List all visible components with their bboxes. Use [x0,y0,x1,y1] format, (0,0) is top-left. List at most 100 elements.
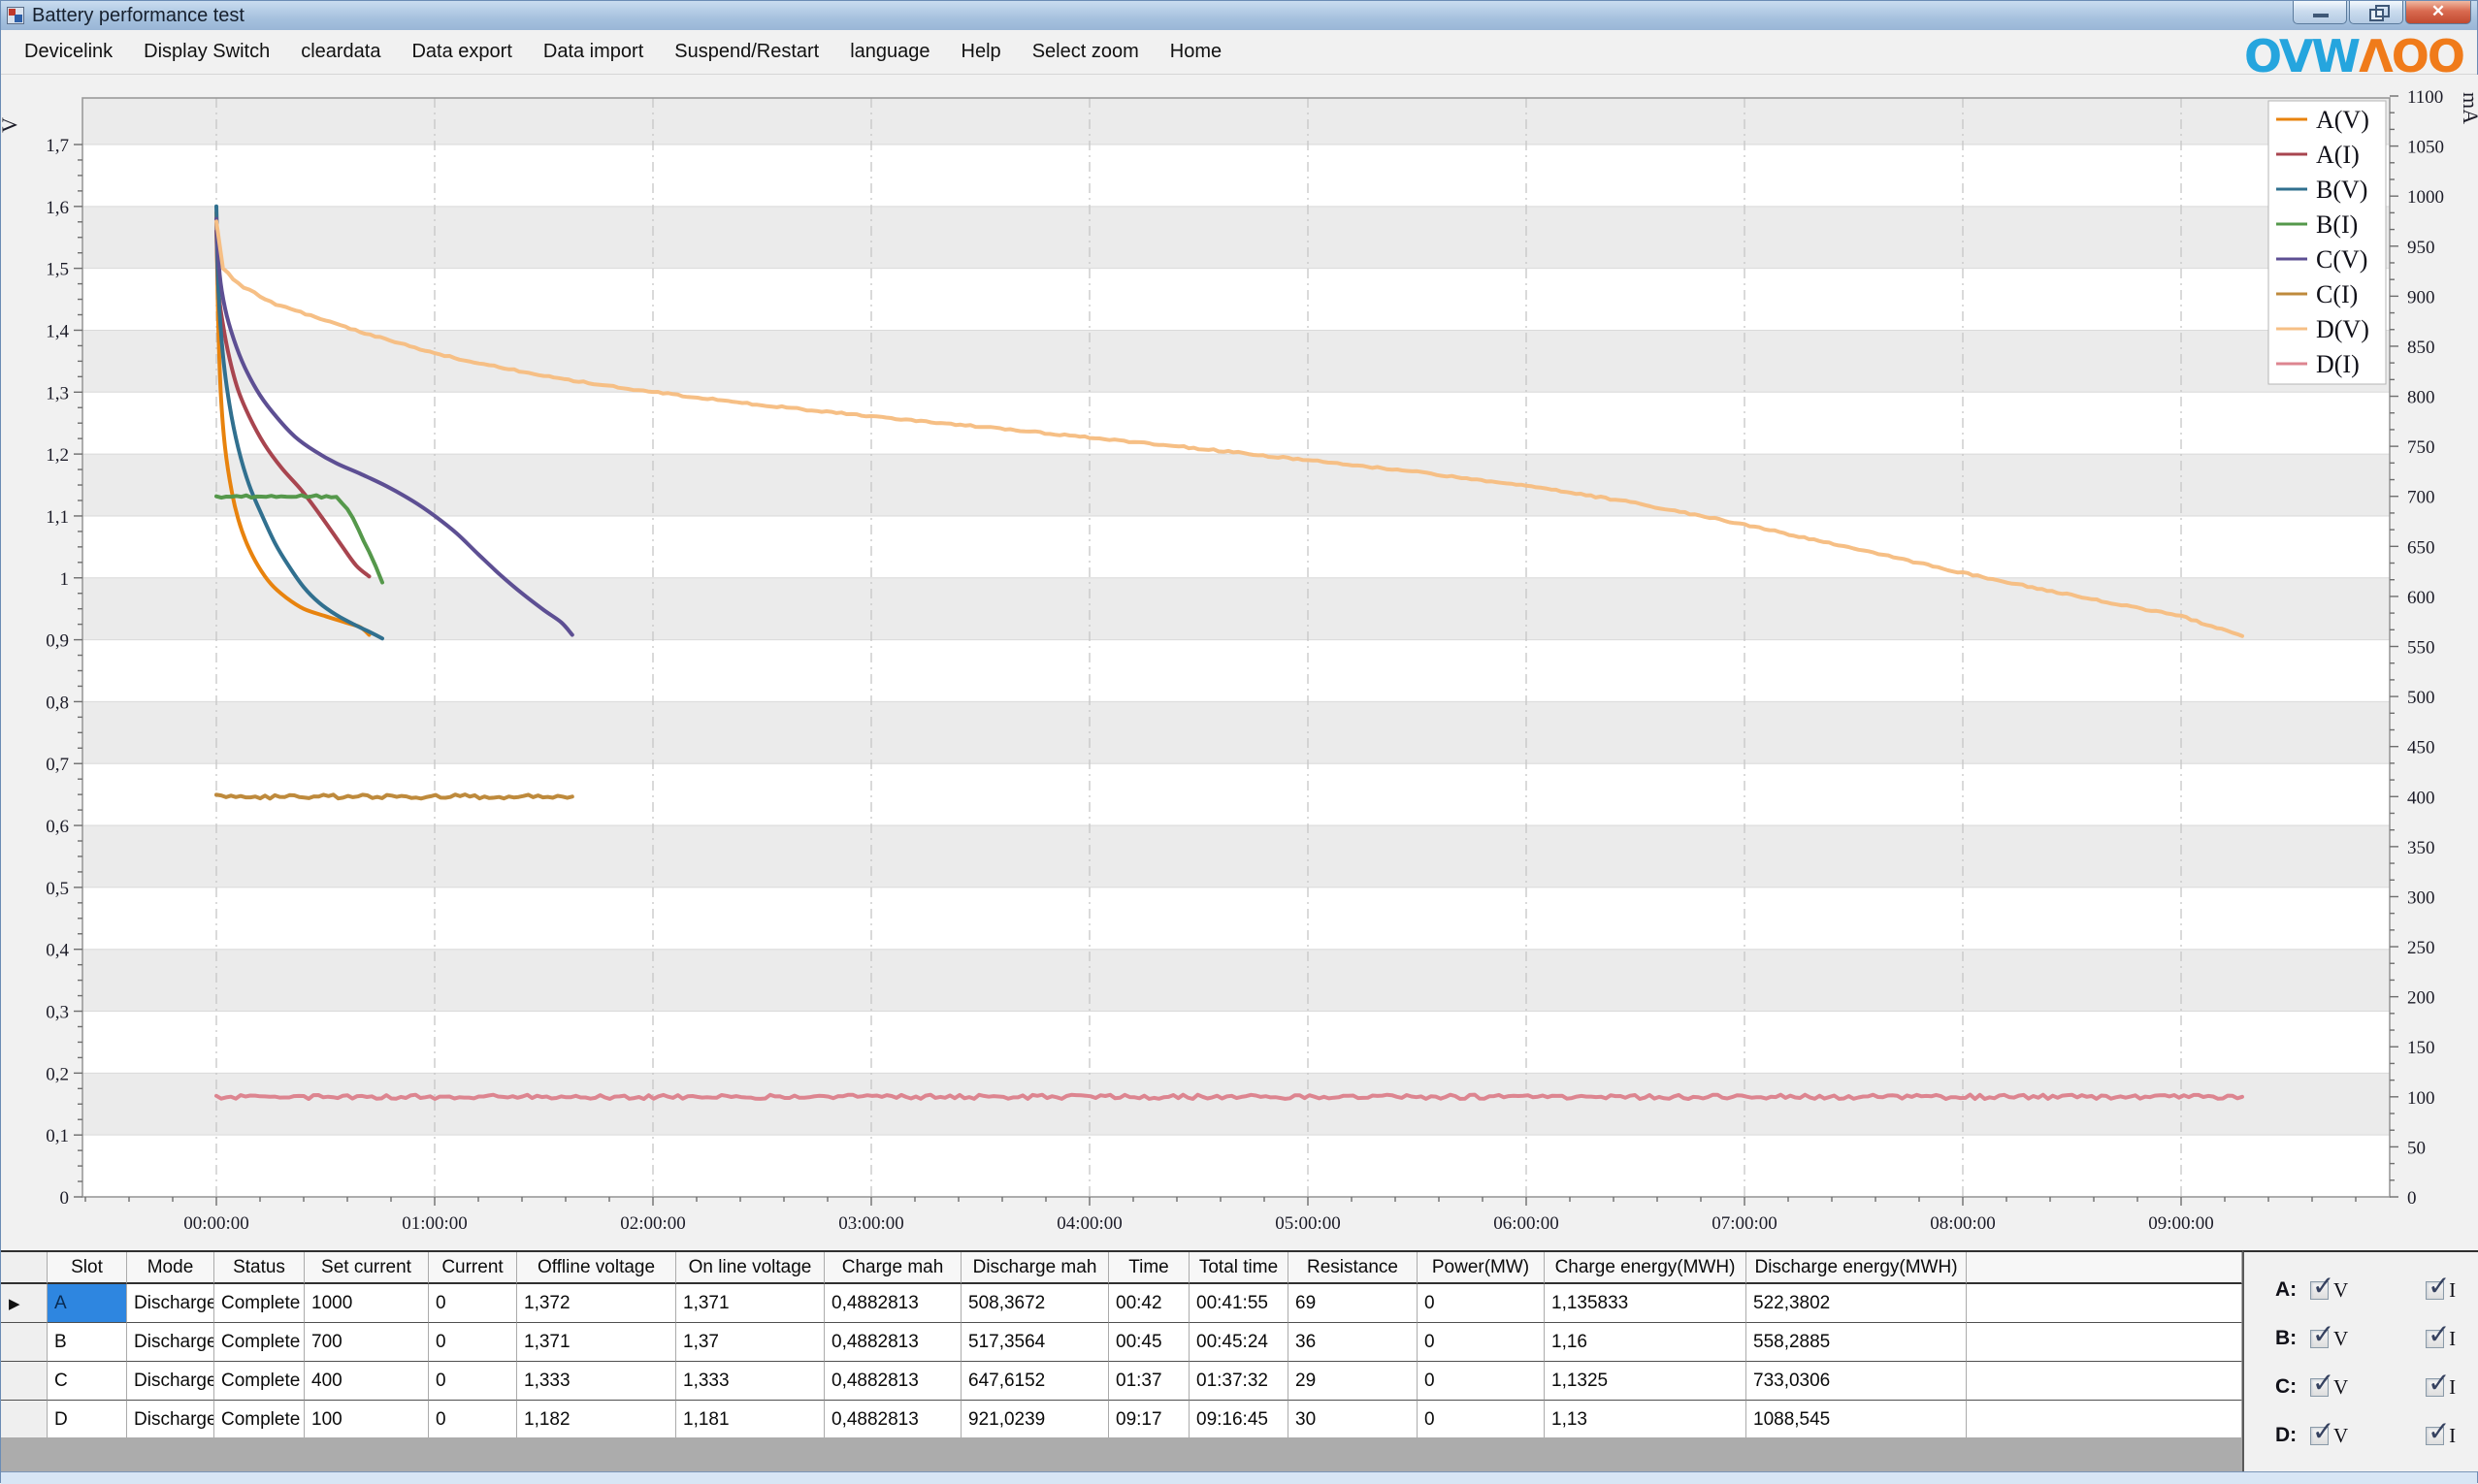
channel-d-v-checkbox[interactable]: ✓ [2310,1415,2334,1447]
cell-b-discharge-energy-mwh[interactable]: 558,2885 [1746,1323,1967,1362]
channel-b-i-checkbox[interactable]: ✓ [2426,1318,2451,1350]
cell-a-on-line-voltage[interactable]: 1,371 [676,1284,825,1323]
menu-item-data-export[interactable]: Data export [411,41,512,62]
cell-b-resistance[interactable]: 36 [1288,1323,1418,1362]
cell-a-discharge-energy-mwh[interactable]: 522,3802 [1746,1284,1967,1323]
cell-c-discharge-mah[interactable]: 647,6152 [962,1362,1109,1401]
cell-c-time[interactable]: 01:37 [1109,1362,1190,1401]
cell-a-charge-mah[interactable]: 0,4882813 [825,1284,962,1323]
cell-d-power-mw[interactable]: 0 [1418,1401,1545,1439]
cell-b-offline-voltage[interactable]: 1,371 [517,1323,676,1362]
cell-d-mode[interactable]: Discharge [127,1401,214,1439]
cell-c-power-mw[interactable]: 0 [1418,1362,1545,1401]
column-header-discharge-energy-mwh[interactable]: Discharge energy(MWH) [1746,1252,1967,1284]
cell-d-current[interactable]: 0 [429,1401,517,1439]
cell-d-status[interactable]: Complete [214,1401,305,1439]
cell-a-current[interactable]: 0 [429,1284,517,1323]
menu-item-cleardata[interactable]: cleardata [301,41,381,62]
cell-d-set-current[interactable]: 100 [305,1401,429,1439]
maximize-button[interactable] [2349,1,2403,24]
column-header-charge-mah[interactable]: Charge mah [825,1252,962,1284]
column-header-status[interactable]: Status [214,1252,305,1284]
cell-d-discharge-mah[interactable]: 921,0239 [962,1401,1109,1439]
cell-a-set-current[interactable]: 1000 [305,1284,429,1323]
cell-c-current[interactable]: 0 [429,1362,517,1401]
column-header-blank[interactable] [1967,1252,2242,1284]
cell-a-charge-energy-mwh[interactable]: 1,135833 [1545,1284,1746,1323]
cell-b-charge-mah[interactable]: 0,4882813 [825,1323,962,1362]
row-header[interactable] [1,1362,48,1401]
column-header-time[interactable]: Time [1109,1252,1190,1284]
cell-c-status[interactable]: Complete [214,1362,305,1401]
cell-b-total-time[interactable]: 00:45:24 [1190,1323,1288,1362]
column-header-power-mw[interactable]: Power(MW) [1418,1252,1545,1284]
minimize-button[interactable] [2293,1,2347,24]
cell-c-total-time[interactable]: 01:37:32 [1190,1362,1288,1401]
cell-a-power-mw[interactable]: 0 [1418,1284,1545,1323]
cell-a-time[interactable]: 00:42 [1109,1284,1190,1323]
cell-b-discharge-mah[interactable]: 517,3564 [962,1323,1109,1362]
cell-c-set-current[interactable]: 400 [305,1362,429,1401]
column-header-resistance[interactable]: Resistance [1288,1252,1418,1284]
menu-item-devicelink[interactable]: Devicelink [24,41,114,62]
column-header-slot[interactable]: Slot [48,1252,127,1284]
cell-c-discharge-energy-mwh[interactable]: 733,0306 [1746,1362,1967,1401]
menu-item-data-import[interactable]: Data import [542,41,644,62]
channel-c-v-checkbox[interactable]: ✓ [2310,1367,2334,1399]
cell-d-blank[interactable] [1967,1401,2242,1439]
cell-a-resistance[interactable]: 69 [1288,1284,1418,1323]
cell-c-mode[interactable]: Discharge [127,1362,214,1401]
cell-a-status[interactable]: Complete [214,1284,305,1323]
row-header[interactable] [1,1401,48,1439]
cell-c-charge-mah[interactable]: 0,4882813 [825,1362,962,1401]
cell-d-charge-energy-mwh[interactable]: 1,13 [1545,1401,1746,1439]
cell-b-status[interactable]: Complete [214,1323,305,1362]
cell-d-slot[interactable]: D [48,1401,127,1439]
cell-a-mode[interactable]: Discharge [127,1284,214,1323]
channel-a-i-checkbox[interactable]: ✓ [2426,1270,2451,1302]
cell-b-blank[interactable] [1967,1323,2242,1362]
cell-d-offline-voltage[interactable]: 1,182 [517,1401,676,1439]
cell-c-resistance[interactable]: 29 [1288,1362,1418,1401]
cell-b-current[interactable]: 0 [429,1323,517,1362]
cell-b-set-current[interactable]: 700 [305,1323,429,1362]
chart-plot-area[interactable] [82,98,2390,1197]
cell-b-time[interactable]: 00:45 [1109,1323,1190,1362]
close-button[interactable]: ✕ [2405,1,2471,24]
menu-item-display-switch[interactable]: Display Switch [144,41,271,62]
channel-b-v-checkbox[interactable]: ✓ [2310,1318,2334,1350]
cell-c-on-line-voltage[interactable]: 1,333 [676,1362,825,1401]
cell-d-discharge-energy-mwh[interactable]: 1088,545 [1746,1401,1967,1439]
cell-b-on-line-voltage[interactable]: 1,37 [676,1323,825,1362]
column-header-on-line-voltage[interactable]: On line voltage [676,1252,825,1284]
cell-c-blank[interactable] [1967,1362,2242,1401]
cell-b-slot[interactable]: B [48,1323,127,1362]
menu-item-help[interactable]: Help [961,41,1001,62]
cell-d-resistance[interactable]: 30 [1288,1401,1418,1439]
column-header-offline-voltage[interactable]: Offline voltage [517,1252,676,1284]
channel-d-i-checkbox[interactable]: ✓ [2426,1415,2451,1447]
column-header-discharge-mah[interactable]: Discharge mah [962,1252,1109,1284]
column-header-current[interactable]: Current [429,1252,517,1284]
cell-a-total-time[interactable]: 00:41:55 [1190,1284,1288,1323]
cell-b-charge-energy-mwh[interactable]: 1,16 [1545,1323,1746,1362]
cell-c-offline-voltage[interactable]: 1,333 [517,1362,676,1401]
cell-c-slot[interactable]: C [48,1362,127,1401]
row-header[interactable]: ▶ [1,1284,48,1323]
cell-d-charge-mah[interactable]: 0,4882813 [825,1401,962,1439]
menu-item-home[interactable]: Home [1169,41,1223,62]
column-header-charge-energy-mwh[interactable]: Charge energy(MWH) [1545,1252,1746,1284]
channel-c-i-checkbox[interactable]: ✓ [2426,1367,2451,1399]
column-header-mode[interactable]: Mode [127,1252,214,1284]
cell-a-offline-voltage[interactable]: 1,372 [517,1284,676,1323]
cell-c-charge-energy-mwh[interactable]: 1,1325 [1545,1362,1746,1401]
column-header-total-time[interactable]: Total time [1190,1252,1288,1284]
cell-a-slot[interactable]: A [48,1284,127,1323]
menu-item-suspend-restart[interactable]: Suspend/Restart [674,41,820,62]
cell-a-blank[interactable] [1967,1284,2242,1323]
menu-item-language[interactable]: language [850,41,930,62]
cell-b-power-mw[interactable]: 0 [1418,1323,1545,1362]
cell-d-on-line-voltage[interactable]: 1,181 [676,1401,825,1439]
cell-a-discharge-mah[interactable]: 508,3672 [962,1284,1109,1323]
column-header-set-current[interactable]: Set current [305,1252,429,1284]
